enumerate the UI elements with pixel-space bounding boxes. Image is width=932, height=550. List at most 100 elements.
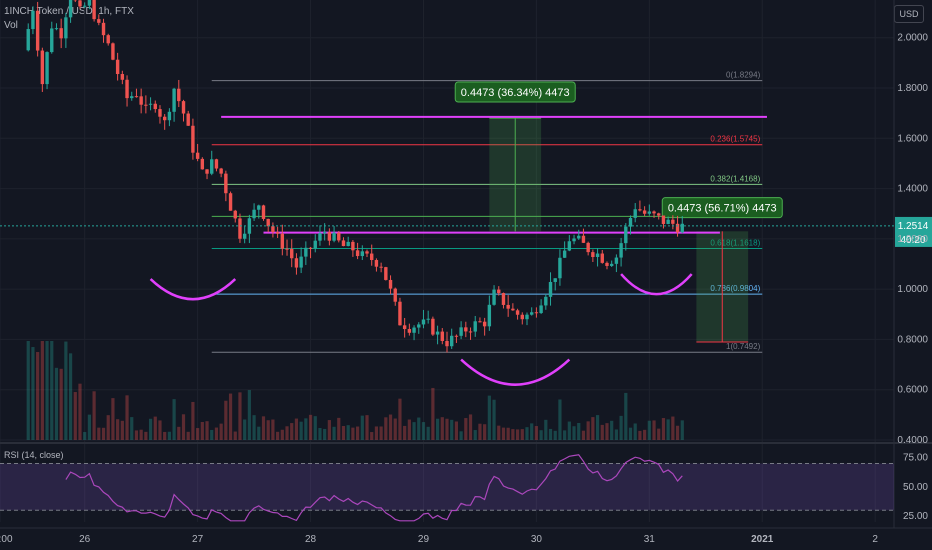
candle-body [515, 310, 520, 315]
volume-bar [181, 414, 186, 440]
candle-body [97, 19, 101, 23]
candle-body [412, 327, 416, 333]
volume-bar [111, 398, 115, 440]
price-tick-label: 1.4000 [897, 184, 928, 195]
volume-bar [534, 426, 538, 440]
candle-body [675, 223, 680, 233]
price-range-measure: 0.4473 (56.71%) 4473 [661, 197, 783, 343]
candle-body [318, 233, 322, 241]
volume-bar [261, 416, 266, 440]
candle-body [417, 324, 421, 328]
candle-body [680, 223, 684, 233]
volume-bar [638, 430, 642, 440]
candle-body [426, 318, 430, 320]
candle-body [374, 260, 379, 267]
price-tick-label: 1.8000 [897, 83, 928, 94]
volume-bar [332, 426, 336, 440]
volume-bar [214, 427, 219, 440]
volume-bar [435, 418, 440, 440]
candle-body [511, 308, 515, 311]
time-tick-label: 27 [192, 534, 204, 545]
fib-level-label: 0.382(1.4168) [710, 174, 760, 183]
price-tick-label: 0.8000 [897, 334, 928, 345]
volume-bar [577, 422, 581, 440]
volume-bar [64, 341, 68, 440]
candle-body [445, 340, 449, 347]
candle-body [82, 5, 87, 7]
candle-body [506, 304, 510, 309]
candle-body [487, 304, 492, 327]
rsi-pane: RSI (14, close) 75.00 50.00 25.00 [0, 450, 928, 522]
volume-bar [341, 426, 346, 440]
measure-label: 0.4473 (56.71%) 4473 [668, 203, 777, 215]
candle-body [257, 205, 261, 210]
candle-body [327, 232, 332, 241]
volume-label: Vol [4, 20, 18, 31]
volume-bar [346, 425, 350, 440]
candle-body [624, 226, 628, 244]
volume-bar [50, 341, 54, 440]
candle-body [534, 312, 539, 314]
volume-bar [106, 415, 110, 440]
volume-bar [624, 392, 628, 440]
volume-bar [120, 420, 124, 440]
volume-bar [643, 429, 647, 440]
volume-bar [431, 387, 435, 440]
candle-body [285, 248, 289, 250]
time-tick-label: 2021 [751, 534, 774, 545]
volume-bar [266, 420, 270, 440]
last-price-label: 1.2514 [898, 221, 929, 232]
volume-bar [671, 416, 675, 440]
volume-bar [233, 431, 237, 440]
candle-body [40, 50, 45, 85]
candle-body [440, 331, 444, 341]
candle-body [111, 43, 115, 60]
candle-body [59, 28, 63, 39]
volume-bar [393, 418, 397, 440]
volume-bar [243, 419, 247, 440]
volume-bar [595, 415, 600, 440]
volume-bar [280, 429, 284, 440]
volume-bar [628, 427, 633, 440]
candle-body [379, 266, 383, 268]
time-tick-label: 06:00 [0, 534, 13, 545]
volume-bar [247, 390, 251, 440]
volume-bar [116, 419, 120, 440]
volume-bar [600, 424, 604, 440]
volume-bar [313, 416, 317, 440]
volume-bar [501, 427, 506, 440]
candle-body [398, 301, 402, 326]
volume-bar [487, 395, 491, 440]
candle-body [78, 0, 82, 7]
volume-bar [351, 427, 355, 440]
volume-bar [515, 429, 520, 440]
volume-bar [388, 414, 393, 440]
candle-body [388, 279, 393, 289]
candle-body [473, 321, 477, 332]
price-range-measure: 0.4473 (36.34%) 4473 [454, 81, 576, 232]
candle-body [525, 314, 529, 320]
candle-body [115, 59, 120, 75]
candle-body [252, 209, 256, 219]
volume-bar [327, 420, 331, 440]
pattern-arc [620, 273, 693, 296]
candle-body [642, 210, 647, 214]
rsi-tick-label: 50.00 [903, 482, 928, 493]
candle-body [421, 319, 426, 325]
volume-bar [134, 430, 139, 440]
candle-body [595, 253, 600, 258]
candle-body [233, 210, 237, 219]
volume-bar [544, 419, 548, 440]
candle-body [666, 219, 670, 224]
candle-body [219, 168, 223, 174]
time-tick-label: 31 [644, 534, 656, 545]
time-tick-label: 29 [418, 534, 430, 545]
volume-bar [101, 427, 106, 440]
volume-bar [219, 423, 223, 440]
candle-body [50, 28, 54, 53]
volume-bar [652, 420, 656, 440]
volume-bar [365, 415, 369, 440]
volume-bar [511, 429, 515, 440]
price-tick-label: 2.0000 [897, 33, 928, 44]
